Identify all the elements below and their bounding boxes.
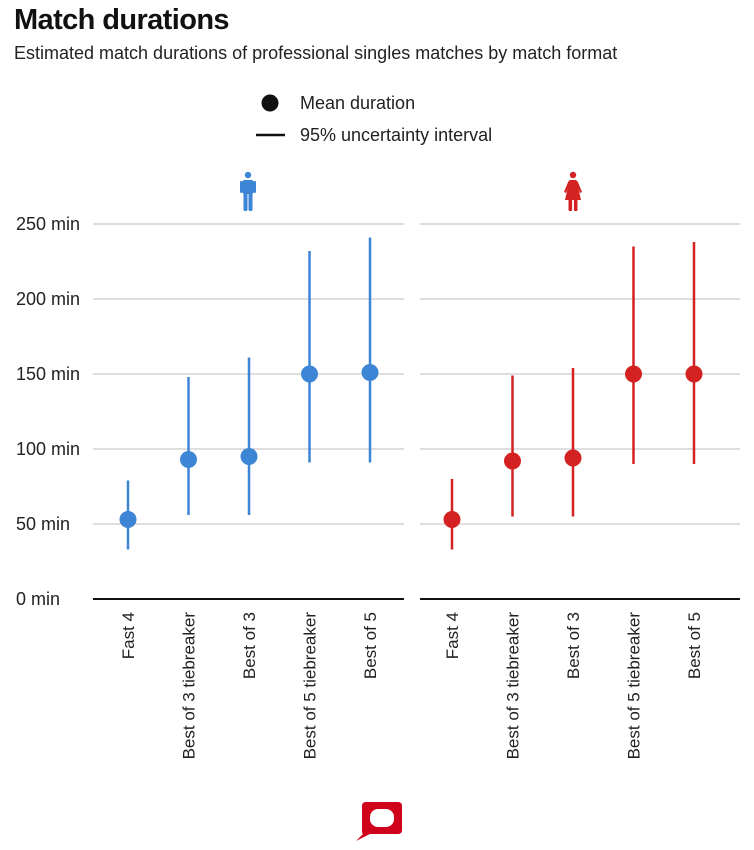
men-category-label: Fast 4	[119, 612, 138, 659]
legend-mean-marker	[261, 94, 279, 112]
men-category-label: Best of 3 tiebreaker	[180, 612, 199, 760]
women-category-label: Best of 5	[685, 612, 704, 679]
women-mean-point	[504, 452, 521, 470]
y-tick-label: 200 min	[16, 289, 80, 309]
men-mean-point	[301, 365, 318, 383]
legend: Mean duration 95% uncertainty interval	[256, 93, 492, 145]
speech-bubble-logo-icon	[356, 802, 402, 841]
men-category-label: Best of 3	[240, 612, 259, 679]
women-category-label: Best of 3	[564, 612, 583, 679]
chart-subtitle: Estimated match durations of professiona…	[14, 43, 618, 63]
y-tick-label: 0 min	[16, 589, 60, 609]
legend-mean-label: Mean duration	[300, 93, 415, 113]
men-mean-point	[361, 364, 379, 381]
women-mean-point	[564, 449, 582, 467]
men-mean-point	[180, 451, 197, 468]
men-category-label: Best of 5 tiebreaker	[301, 612, 320, 760]
men-mean-point	[119, 511, 137, 528]
men-mean-point	[240, 448, 258, 465]
women-mean-point	[443, 511, 461, 528]
women-category-label: Best of 3 tiebreaker	[504, 612, 523, 760]
men-category-label: Best of 5	[361, 612, 380, 679]
man-icon	[240, 171, 256, 211]
legend-interval-label: 95% uncertainty interval	[300, 125, 492, 145]
y-tick-label: 100 min	[16, 439, 80, 459]
chart-title: Match durations	[14, 4, 230, 36]
women-mean-point	[685, 365, 703, 383]
y-tick-label: 250 min	[16, 214, 80, 234]
women-category-label: Best of 5 tiebreaker	[625, 612, 644, 760]
y-tick-label: 50 min	[16, 514, 70, 534]
woman-icon	[564, 171, 582, 211]
women-mean-point	[625, 365, 642, 383]
women-category-label: Fast 4	[443, 612, 462, 659]
y-tick-label: 150 min	[16, 364, 80, 384]
